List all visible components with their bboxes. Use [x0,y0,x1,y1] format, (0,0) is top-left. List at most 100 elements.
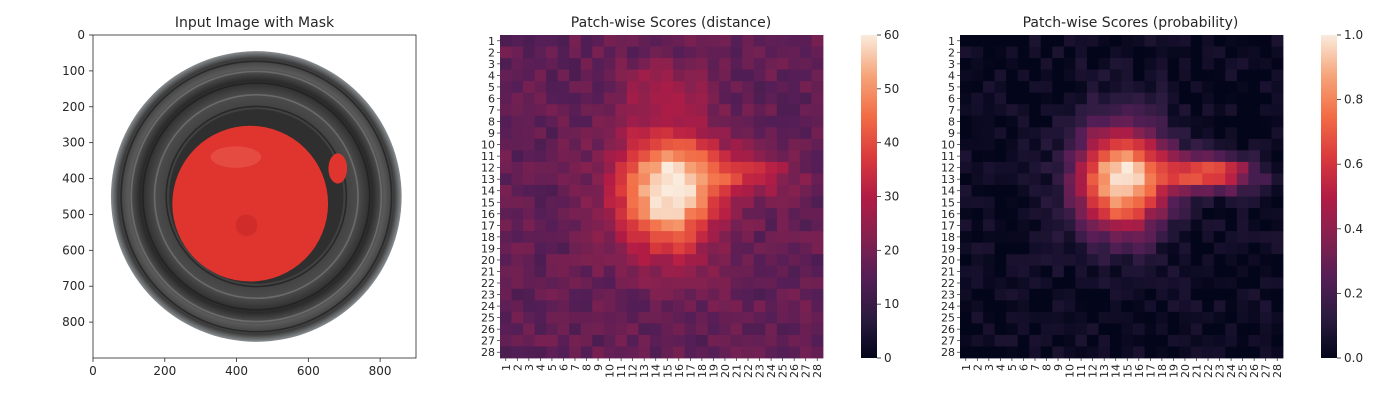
distance-cell [500,208,512,220]
distance-cell [730,334,743,347]
distance-cell [500,81,512,94]
distance-cell [523,173,536,186]
probability-y-tick-label: 26 [941,323,955,336]
distance-cell [707,150,720,163]
distance-y-tick-label: 3 [488,58,495,71]
distance-cell [661,69,674,82]
distance-cell [696,161,709,174]
distance-cell [500,115,512,128]
probability-cell [1029,196,1042,209]
probability-cell [960,346,972,359]
probability-x-tick-label: 12 [1087,364,1100,378]
distance-cell [603,92,616,105]
probability-cell [1133,81,1145,94]
distance-cell [707,219,720,232]
distance-cell [511,265,524,278]
probability-cell [1109,115,1122,128]
distance-cell [673,208,685,220]
distance-cell [730,104,743,117]
distance-cell [707,46,720,59]
probability-cell [1075,323,1088,336]
probability-cell [1179,242,1192,255]
distance-cell [811,231,824,244]
distance-x-tick-label: 7 [569,364,582,371]
distance-cell [673,150,685,163]
distance-cell [719,242,732,255]
distance-cell [742,150,755,163]
probability-cell [1156,288,1169,301]
probability-cell [1213,311,1226,324]
distance-cell [673,92,685,105]
probability-cell [1121,115,1134,128]
distance-cell [730,277,743,290]
distance-cell [626,231,639,244]
distance-cell [615,219,628,232]
probability-cell [1202,184,1215,197]
probability-cell [1086,81,1099,94]
probability-y-tick-label: 5 [948,81,955,94]
probability-cell [1109,242,1122,255]
distance-cell [534,92,547,105]
probability-cell [1167,311,1180,324]
probability-cell [1225,265,1238,278]
probability-cell [1109,81,1122,94]
probability-cell [1040,242,1053,255]
distance-cell [696,346,709,359]
distance-cell [557,35,570,47]
distance-cell [696,184,709,197]
distance-colorbar [861,35,877,358]
distance-cell [788,161,801,174]
probability-cell [1213,300,1226,313]
distance-cell [765,288,778,301]
distance-cell [776,254,789,267]
distance-cell [776,196,789,209]
probability-cell [1202,150,1215,163]
distance-cell [511,104,524,117]
distance-cell [811,92,824,105]
distance-cell [638,311,651,324]
probability-cell [1213,277,1226,290]
distance-cell [569,127,582,140]
probability-cell [1271,334,1284,347]
distance-cell [615,208,628,220]
distance-cell [673,334,685,347]
probability-cell [1248,323,1261,336]
probability-cell [983,58,996,71]
distance-cell [765,242,778,255]
distance-y-tick-label: 27 [481,335,495,348]
distance-cell [534,311,547,324]
probability-cell [1156,277,1169,290]
image-y-tick-label: 0 [77,28,85,42]
distance-cell [719,35,732,47]
probability-cell [1098,265,1111,278]
distance-cell [523,69,536,82]
probability-cell [1225,242,1238,255]
probability-cell [1040,161,1053,174]
probability-cell [1271,311,1284,324]
probability-y-tick-label: 20 [941,254,955,267]
probability-cell [1190,265,1203,278]
distance-cell [661,173,674,186]
distance-cell [592,219,605,232]
probability-cell [1156,311,1169,324]
probability-cell [1133,161,1145,174]
distance-cell [557,184,570,197]
distance-y-tick-label: 2 [488,46,495,59]
distance-cell [811,150,824,163]
distance-cell [626,138,639,151]
distance-cell [534,127,547,140]
probability-cell [1271,231,1284,244]
distance-cell [638,161,651,174]
probability-cell [1156,81,1169,94]
distance-cell [673,69,685,82]
distance-cell [788,323,801,336]
distance-cell [534,46,547,59]
probability-cell [1179,104,1192,117]
probability-cell [1144,81,1157,94]
probability-cell [1063,58,1076,71]
probability-cell [1259,127,1272,140]
probability-cell [1259,104,1272,117]
distance-cell [788,92,801,105]
probability-cell [1167,265,1180,278]
probability-cell [1029,69,1042,82]
